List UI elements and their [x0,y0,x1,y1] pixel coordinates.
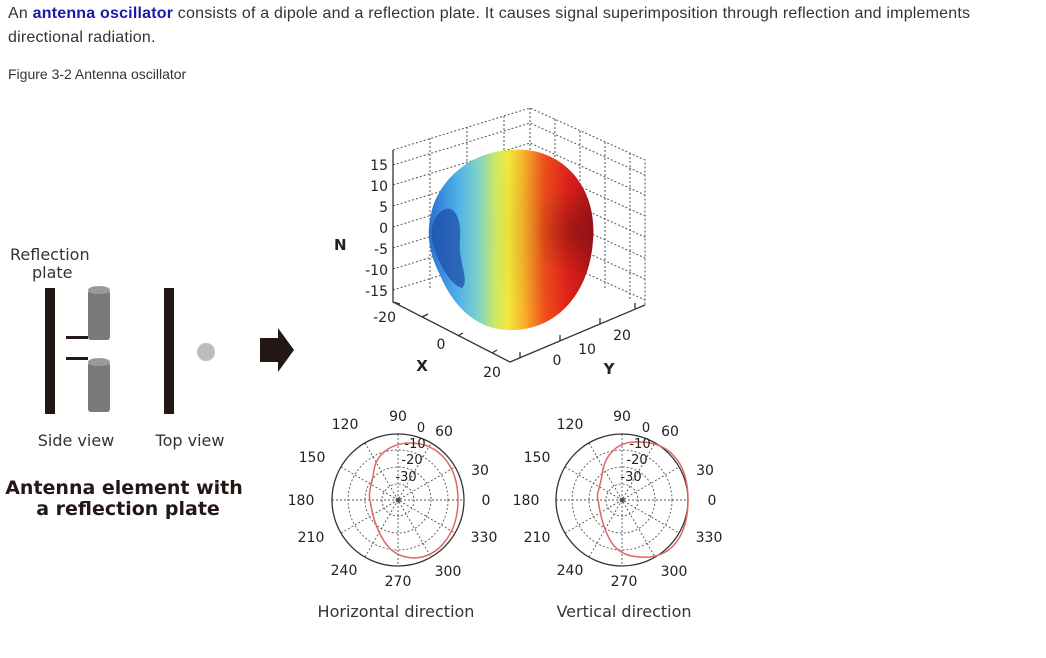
radial-label: -30 [395,470,416,485]
angle-label: 330 [471,530,498,546]
vertical-pattern-curve [596,441,689,558]
radial-label: -30 [620,470,641,485]
side-view-label: Side view [38,431,115,450]
angle-label: 60 [661,424,679,440]
n-tick-label: 15 [370,158,388,174]
element-title-line2: a reflection plate [36,498,220,520]
dipole-lower-cap [88,358,110,366]
vertical-direction-title: Vertical direction [556,602,691,621]
antenna-element-illustration: Reflection plate Side view Top view Ante… [5,245,294,520]
n-tick-label: 0 [379,221,388,237]
n-tick-label: -20 [373,310,396,326]
radiation-pattern-3d: N 15 10 5 0 -5 -10 -15 -20 X 0 20 Y 0 10… [334,107,646,381]
top-view-label: Top view [155,431,225,450]
angle-label: 60 [435,424,453,440]
y-axis-label: Y [603,360,616,378]
angle-label: 120 [332,417,359,433]
horizontal-direction-title: Horizontal direction [318,602,475,621]
x-axis-label: X [416,357,428,375]
angle-label: 180 [513,493,540,509]
horizontal-pattern-curve [368,442,459,559]
angle-label: 240 [557,563,584,579]
angle-label: 240 [331,563,358,579]
polar-center [395,497,401,503]
feed-line-lower [66,357,88,360]
horizontal-polar-chart: 90 60 30 0 330 300 270 240 210 180 150 1… [288,409,498,621]
reflection-plate-label-line2: plate [32,263,73,282]
radial-label: 0 [417,421,425,436]
top-view-drawing [164,288,215,414]
angle-label: 90 [613,409,631,425]
radial-label: 0 [642,421,650,436]
angle-label: 120 [557,417,584,433]
feed-line-upper [66,336,88,339]
element-title-line1: Antenna element with [5,477,243,499]
vertical-polar-chart: 90 60 30 0 330 300 270 240 210 180 150 1… [513,409,723,621]
angle-label: 210 [524,530,551,546]
angle-label: 0 [482,493,491,509]
y-tick-label: 0 [553,353,562,369]
angle-label: 300 [661,564,688,580]
antenna-figure: Reflection plate Side view Top view Ante… [5,107,723,621]
angle-label: 210 [298,530,325,546]
dipole-upper-arm [88,290,110,340]
angle-label: 0 [708,493,717,509]
angle-label: 150 [299,450,326,466]
angle-label: 90 [389,409,407,425]
reflection-plate-top [164,288,174,414]
antenna-oscillator-link[interactable]: antenna oscillator [32,5,174,22]
y-tick-label: 10 [578,342,596,358]
polar-center [619,497,625,503]
y-tick-label: 20 [613,328,631,344]
intro-paragraph: An antenna oscillator consists of a dipo… [8,2,1038,50]
side-view-drawing [45,286,110,414]
n-tick-label: -10 [365,263,388,279]
n-tick-label: -5 [374,242,388,258]
angle-label: 180 [288,493,315,509]
dipole-upper-cap [88,286,110,294]
intro-text-after: consists of a dipole and a reflection pl… [8,5,971,46]
radiation-lobe-shading [428,149,594,331]
3d-axes [392,150,646,363]
reflection-plate-label-line1: Reflection [10,245,90,264]
polar-outer-ring [331,433,465,567]
x-tick-label: 20 [483,365,501,381]
radiation-lobe-null [431,208,465,288]
angle-label: 330 [696,530,723,546]
angle-label: 30 [471,463,489,479]
dipole-lower-arm [88,362,110,412]
intro-text-before: An [8,5,33,22]
figure-caption: Figure 3-2 Antenna oscillator [8,66,187,82]
n-axis-label: N [334,236,347,254]
angle-label: 270 [385,574,412,590]
angle-label: 150 [524,450,551,466]
radial-label: -20 [626,453,647,468]
radial-label: -10 [404,437,425,452]
reflection-plate-side [45,288,55,414]
n-tick-label: -15 [365,284,388,300]
x-tick-label: 0 [437,337,446,353]
arrow-right-icon [260,328,294,372]
radial-label: -20 [401,453,422,468]
radial-label: -10 [629,437,650,452]
angle-label: 30 [696,463,714,479]
n-tick-label: 10 [370,179,388,195]
dipole-top-circle [197,343,215,361]
angle-label: 270 [611,574,638,590]
angle-label: 300 [435,564,462,580]
n-tick-label: 5 [379,200,388,216]
